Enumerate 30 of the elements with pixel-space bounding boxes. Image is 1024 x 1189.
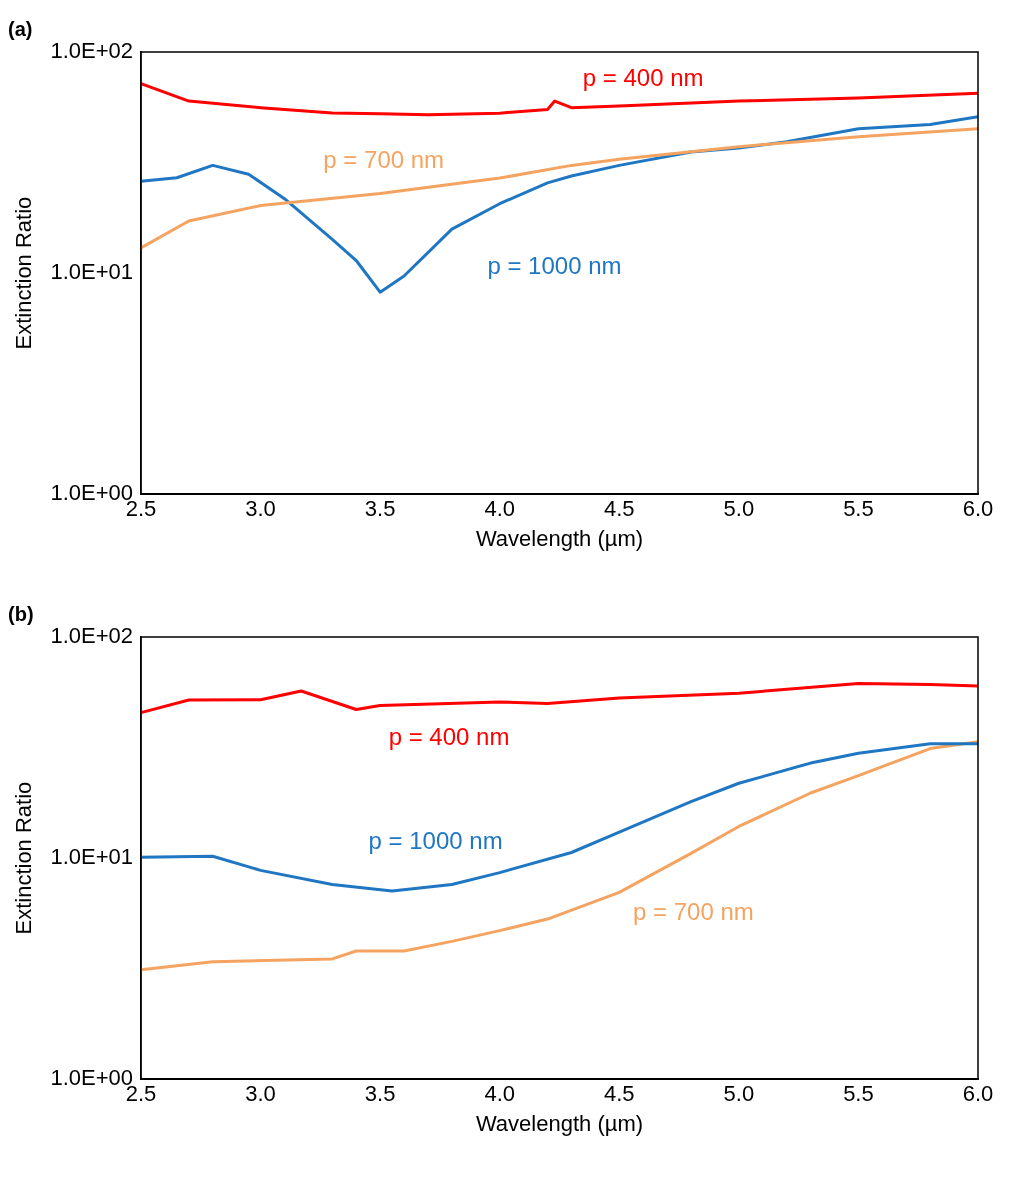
y-tick-label: 1.0E+02 [50,623,133,649]
x-axis-title: Wavelength (µm) [475,1110,644,1136]
series-label: p = 1000 nm [487,251,622,279]
series-label: p = 700 nm [633,898,754,925]
chart-title: (b) [8,602,34,625]
x-tick-label: 5.0 [723,1081,755,1107]
x-tick-label: 3.0 [245,496,276,522]
x-tick-label: 4.5 [603,496,635,522]
x-tick-label: 4.5 [603,1081,635,1107]
y-tick-label: 1.0E+02 [50,38,133,64]
x-tick-label: 5.5 [843,496,874,522]
series-label: p = 700 nm [323,145,445,173]
x-tick-label: 4.0 [484,496,515,522]
x-tick-label: 5.0 [723,496,755,522]
series-label: p = 1000 nm [368,827,503,855]
y-tick-label: 1.0E+01 [50,259,133,285]
series-label: p = 400 nm [388,723,510,751]
x-tick-label: 4.0 [484,1081,515,1107]
chart-title: (a) [8,17,33,40]
y-axis-title: Extinction Ratio [11,781,37,935]
y-tick-label: 1.0E+01 [50,844,133,870]
x-tick-label: 6.0 [962,1081,994,1107]
x-tick-label: 6.0 [962,496,994,522]
x-tick-label: 3.5 [364,1081,396,1107]
x-tick-label: 5.5 [843,1081,874,1107]
series-label: p = 400 nm [582,64,704,92]
y-axis-title: Extinction Ratio [11,196,37,350]
x-tick-label: 3.5 [364,496,396,522]
x-axis-title: Wavelength (µm) [475,525,644,551]
x-tick-label: 3.0 [245,1081,276,1107]
